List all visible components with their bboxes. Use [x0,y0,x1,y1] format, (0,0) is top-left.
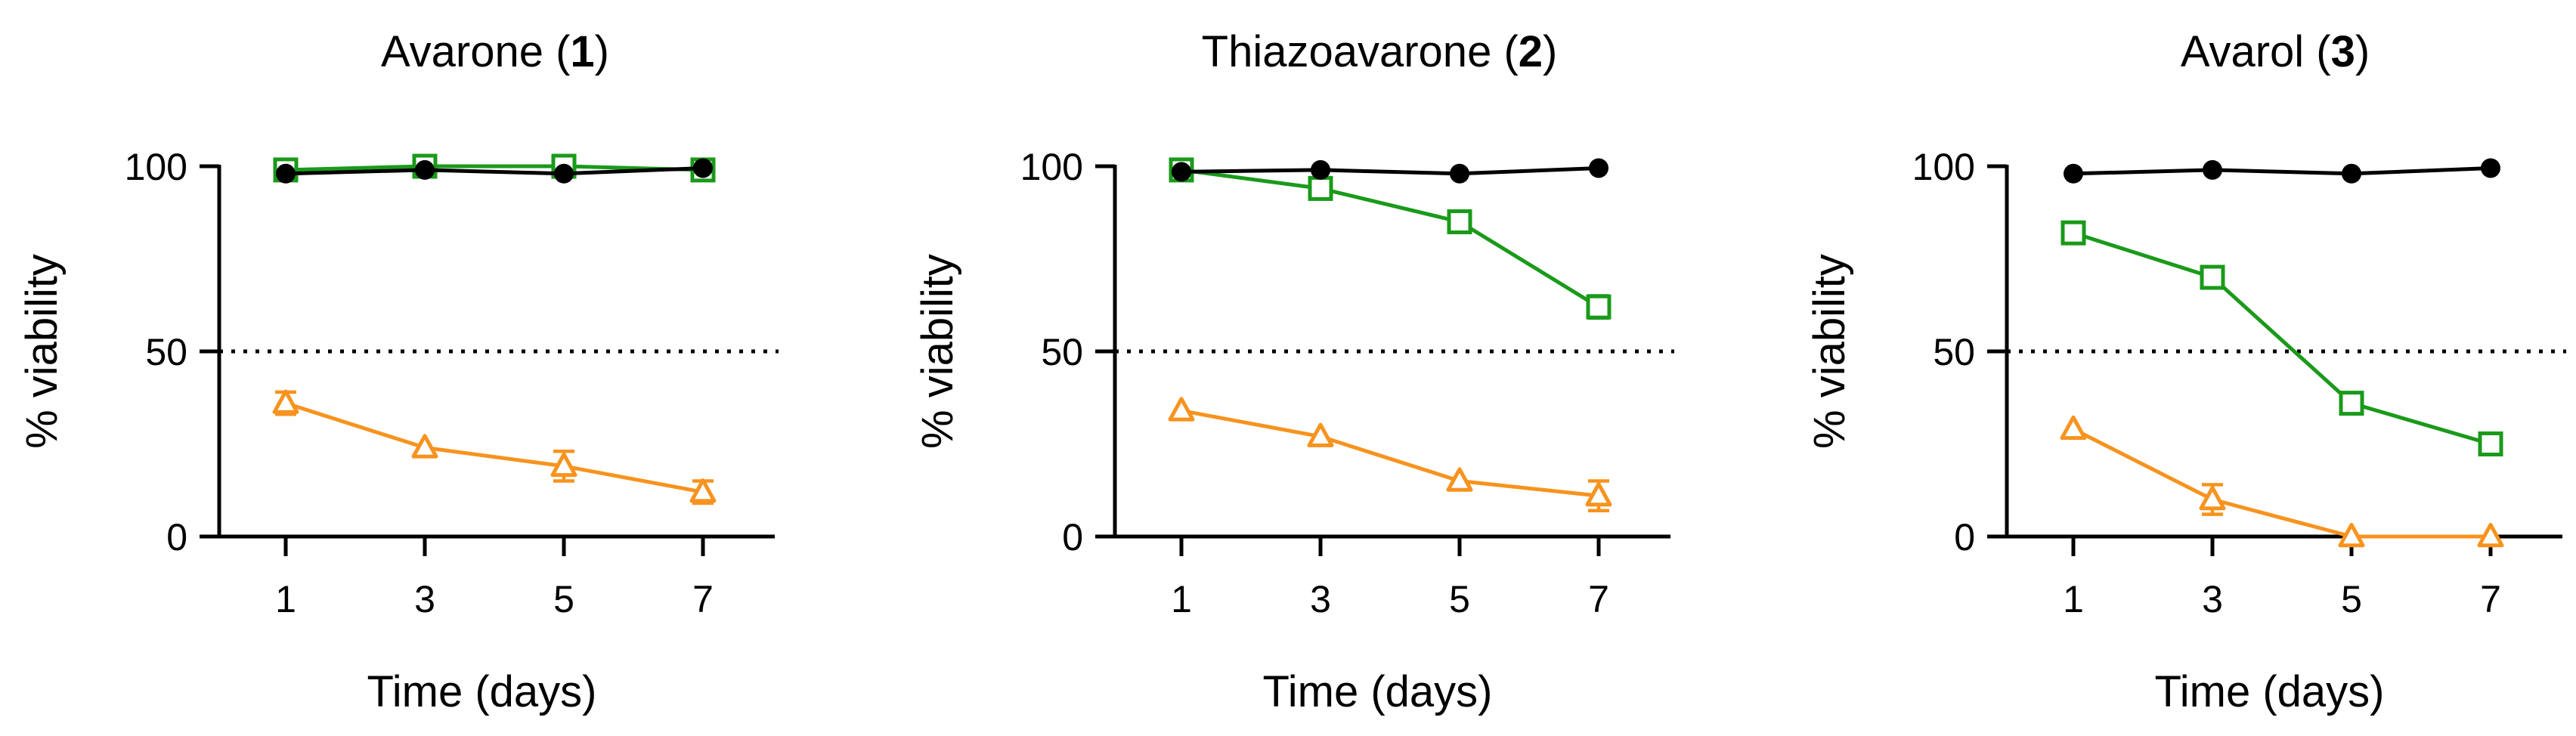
chart-title-text: Avarol ( [2181,27,2331,76]
chart-title-number: 3 [2331,27,2355,76]
series-triangle [272,389,717,506]
x-tick-label: 7 [1588,578,1609,620]
data-point-triangle [2199,485,2226,511]
data-point-circle [276,163,296,184]
x-tick-label: 1 [275,578,296,620]
chart-title: Avarone (1) [381,27,609,76]
chart-title-text: Avarone ( [381,27,570,76]
data-point-circle [2342,163,2361,184]
data-point-circle [1450,163,1469,184]
y-tick-label: 100 [1020,146,1083,188]
data-point-triangle [1446,467,1473,492]
data-point-triangle [1168,397,1195,422]
data-point-circle [2064,163,2083,184]
data-point-square [2060,220,2086,246]
x-axis-label: Time (days) [1263,667,1493,716]
data-point-circle [1172,162,1191,182]
series-line [2073,165,2491,176]
y-tick-label: 50 [1041,331,1083,373]
data-point-circle [2481,158,2500,178]
y-tick-label: 100 [125,146,187,188]
data-point-triangle [2060,415,2087,441]
chart-title-suffix: ) [2355,27,2370,76]
series-line [2072,427,2491,539]
data-point-triangle [689,478,717,503]
series-line [1181,408,1599,498]
data-point-circle [693,158,713,178]
y-axis-label: % viability [1805,254,1854,449]
data-point-circle [415,159,435,180]
chart-panel-2: Thiazoavarone (2) 0 50 100 1 3 5 7 Time (days) % … [913,27,1674,716]
data-point-triangle [1585,482,1612,507]
y-tick-label: 50 [1933,331,1975,373]
series-square [273,153,716,183]
x-tick-label: 1 [1171,578,1192,620]
x-axis-label: Time (days) [367,667,597,716]
x-tick-label: 1 [2063,578,2084,620]
data-point-square [1586,294,1612,320]
data-point-square [2478,431,2503,456]
series-line [285,164,704,172]
x-tick-label: 7 [692,578,714,620]
series-line [1181,168,1600,309]
data-point-square [2339,391,2364,416]
series-square [1169,157,1612,320]
series-triangle [1168,397,1612,512]
data-point-circle [1589,158,1608,178]
x-tick-label: 3 [414,578,435,620]
chart-title-number: 2 [1519,27,1543,76]
data-point-square [1308,175,1333,201]
series-square [2060,220,2503,456]
y-tick-label: 0 [1062,516,1083,558]
y-tick-label: 50 [145,331,187,373]
x-tick-label: 5 [553,578,574,620]
series-circle [276,158,713,184]
series-line [1181,165,1599,176]
data-point-circle [554,163,574,184]
x-tick-label: 5 [2341,578,2362,620]
data-point-square [2200,264,2225,290]
data-point-square [1447,209,1472,234]
y-tick-label: 0 [166,516,187,558]
x-axis-label: Time (days) [2155,667,2385,716]
data-point-circle [2203,159,2222,180]
x-tick-label: 7 [2480,578,2501,620]
data-point-triangle [411,434,438,459]
data-point-triangle [1307,422,1334,447]
chart-title: Thiazoavarone (2) [1202,27,1558,76]
chart-title-text: Thiazoavarone ( [1202,27,1519,76]
chart-title-suffix: ) [595,27,609,76]
x-tick-label: 5 [1449,578,1470,620]
x-tick-label: 3 [2202,578,2223,620]
data-point-triangle [272,389,299,414]
data-point-triangle [550,452,577,478]
series-line [2073,230,2491,446]
series-circle [1172,158,1608,184]
y-tick-label: 0 [1954,516,1975,558]
chart-title: Avarol (3) [2181,27,2370,76]
data-point-triangle [2477,522,2504,548]
data-point-circle [1311,159,1330,180]
series-triangle [2060,415,2504,548]
y-tick-label: 100 [1912,146,1975,188]
y-axis-label: % viability [913,254,962,449]
chart-title-suffix: ) [1543,27,1557,76]
chart-title-number: 1 [570,27,594,76]
data-point-triangle [2338,522,2365,548]
series-circle [2064,158,2500,184]
y-axis-label: % viability [17,254,67,449]
series-line [285,165,704,176]
series-line [285,401,704,494]
x-tick-label: 3 [1310,578,1331,620]
